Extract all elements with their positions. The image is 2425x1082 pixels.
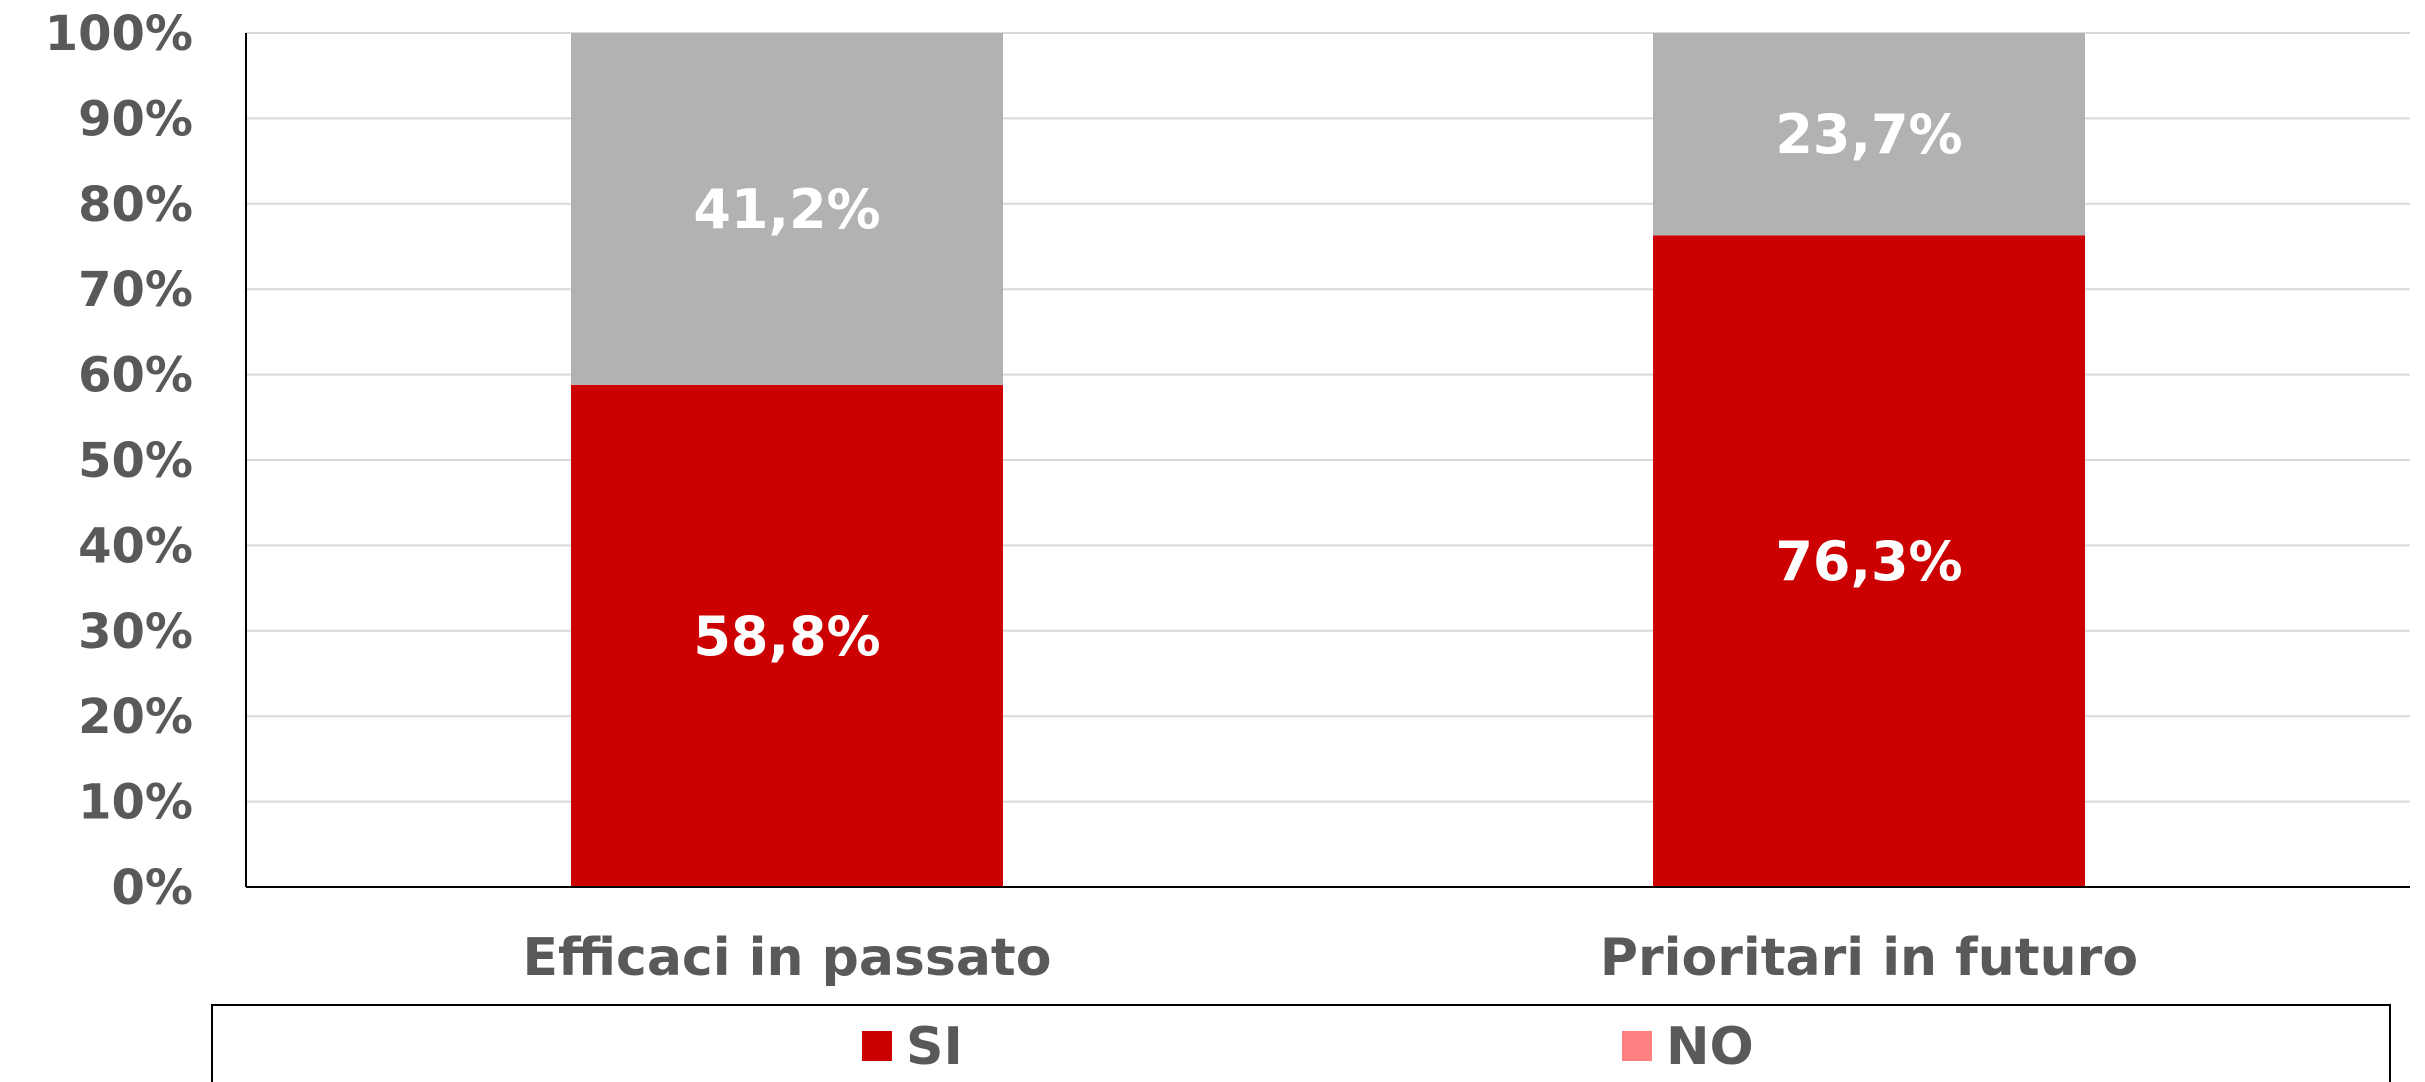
x-category-label: Prioritari in futuro [1600,928,2138,988]
gridlines [246,32,2410,803]
bar-si-2 [1653,235,2085,887]
y-tick-label: 80% [78,177,193,233]
legend: SI NO [211,1004,2391,1082]
y-tick-label: 90% [78,91,193,147]
data-label-si-1: 58,8% [693,605,880,668]
legend-label-si: SI [906,1017,963,1077]
bars [571,33,2085,887]
data-labels: 58,8% 41,2% 76,3% 23,7% [693,103,1962,668]
legend-box [211,1004,2391,1082]
data-label-no-1: 41,2% [693,178,880,241]
data-label-no-2: 23,7% [1775,103,1962,166]
bar-si-1 [571,384,1003,887]
bar-no-2 [1653,33,2085,236]
y-axis-tick-labels: 0% 10% 20% 30% 40% 50% 60% 70% 80% 90% 100% [45,6,193,916]
y-tick-label: 0% [112,860,194,916]
y-tick-label: 30% [78,604,193,660]
y-tick-label: 10% [78,775,193,831]
axes [245,33,2410,888]
legend-label-no: NO [1666,1017,1754,1077]
y-tick-label: 60% [78,348,193,404]
y-tick-label: 20% [78,689,193,745]
legend-swatch-no [1622,1031,1652,1061]
x-axis-category-labels: Efficaci in passato Prioritari in futuro [522,928,2138,988]
y-tick-label: 100% [45,6,193,62]
data-label-si-2: 76,3% [1775,530,1962,593]
legend-swatch-si [862,1031,892,1061]
y-tick-label: 50% [78,433,193,489]
bar-no-1 [571,33,1003,385]
y-tick-label: 40% [78,518,193,574]
x-category-label: Efficaci in passato [522,928,1051,988]
y-tick-label: 70% [78,262,193,318]
